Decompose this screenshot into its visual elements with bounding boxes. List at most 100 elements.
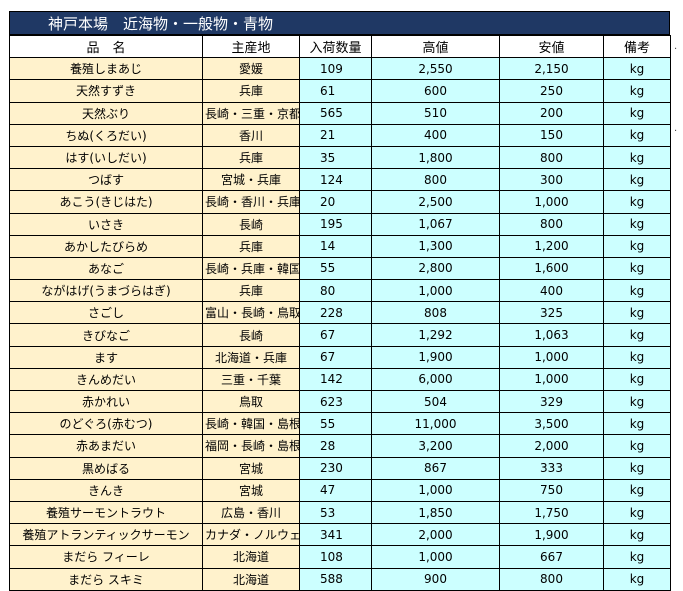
cell-origin: 宮城	[202, 478, 300, 502]
cell-high: 1,067	[371, 212, 500, 236]
cell-name: 黒めばる	[9, 456, 203, 480]
cell-qty: 108	[299, 545, 372, 569]
cell-qty: 20	[299, 190, 372, 214]
cell-note: kg	[603, 545, 671, 569]
cell-origin: 長崎・兵庫・韓国	[202, 256, 300, 281]
cell-low: 400	[499, 279, 604, 303]
cell-qty: 55	[299, 256, 372, 281]
table-row: 赤あまだい 福岡・長崎・島根 28 3,200 2,000 kg	[9, 434, 671, 458]
cell-note: kg	[603, 434, 671, 458]
cell-low: 1,200	[499, 234, 604, 258]
cell-qty: 47	[299, 478, 372, 502]
cell-high: 504	[371, 389, 500, 414]
table-row: きんめだい 三重・千葉 142 6,000 1,000 kg	[9, 367, 671, 392]
cell-name: きんき	[9, 478, 203, 502]
cell-qty: 53	[299, 500, 372, 525]
cell-origin: 長崎	[202, 323, 300, 347]
cell-name: あこう(きじはた)	[9, 190, 203, 214]
cell-name: のどぐろ(赤むつ)	[9, 412, 203, 436]
cell-low: 325	[499, 301, 604, 325]
cell-note: kg	[603, 523, 671, 547]
price-sheet: 神戸本場 近海物・一般物・青物 品 名 主産地 入荷数量 高値 安値 備考 養殖…	[9, 11, 671, 591]
cell-note: kg	[603, 123, 671, 147]
cell-name: きんめだい	[9, 367, 203, 392]
cell-high: 6,000	[371, 367, 500, 392]
cell-origin: 北海道・兵庫	[202, 345, 300, 369]
cell-name: 養殖しまあじ	[9, 57, 203, 81]
cell-low: 750	[499, 478, 604, 502]
cell-low: 1,600	[499, 256, 604, 281]
edge-mark: ·	[674, 126, 678, 137]
cell-note: kg	[603, 389, 671, 414]
table-row: あかしたびらめ 兵庫 14 1,300 1,200 kg	[9, 234, 671, 258]
header-name: 品 名	[9, 34, 203, 59]
cell-name: まだら フィーレ	[9, 545, 203, 569]
cell-origin: 宮城	[202, 456, 300, 480]
cell-low: 800	[499, 212, 604, 236]
table-row: まだら スキミ 北海道 588 900 800 kg	[9, 567, 671, 591]
price-table: 品 名 主産地 入荷数量 高値 安値 備考 養殖しまあじ 愛媛 109 2,550 2,…	[9, 34, 671, 591]
cell-name: ながはげ(うまづらはぎ)	[9, 279, 203, 303]
header-qty: 入荷数量	[299, 34, 372, 59]
cell-note: kg	[603, 301, 671, 325]
cell-qty: 67	[299, 323, 372, 347]
cell-origin: 富山・長崎・鳥取他	[202, 301, 300, 325]
cell-note: kg	[603, 567, 671, 591]
cell-origin: 北海道	[202, 545, 300, 569]
cell-high: 1,800	[371, 145, 500, 170]
cell-high: 1,900	[371, 345, 500, 369]
table-row: ちぬ(くろだい) 香川 21 400 150 kg	[9, 123, 671, 147]
cell-high: 1,300	[371, 234, 500, 258]
cell-low: 3,500	[499, 412, 604, 436]
cell-note: kg	[603, 57, 671, 81]
cell-qty: 124	[299, 168, 372, 192]
cell-origin: 兵庫	[202, 234, 300, 258]
cell-qty: 142	[299, 367, 372, 392]
cell-note: kg	[603, 168, 671, 192]
cell-low: 200	[499, 101, 604, 125]
cell-low: 800	[499, 567, 604, 591]
sheet-title: 神戸本場 近海物・一般物・青物	[9, 11, 670, 35]
cell-qty: 228	[299, 301, 372, 325]
cell-name: 赤かれい	[9, 389, 203, 414]
cell-high: 2,500	[371, 190, 500, 214]
cell-low: 2,150	[499, 57, 604, 81]
table-row: つばす 宮城・兵庫 124 800 300 kg	[9, 168, 671, 192]
cell-high: 11,000	[371, 412, 500, 436]
table-row: 養殖しまあじ 愛媛 109 2,550 2,150 kg	[9, 57, 671, 81]
cell-low: 333	[499, 456, 604, 480]
table-row: 天然すずき 兵庫 61 600 250 kg	[9, 79, 671, 103]
cell-origin: 鳥取	[202, 389, 300, 414]
cell-high: 1,000	[371, 279, 500, 303]
table-row: きんき 宮城 47 1,000 750 kg	[9, 478, 671, 502]
table-row: 養殖サーモントラウト 広島・香川 53 1,850 1,750 kg	[9, 500, 671, 525]
cell-origin: 広島・香川	[202, 500, 300, 525]
cell-low: 300	[499, 168, 604, 192]
table-row: のどぐろ(赤むつ) 長崎・韓国・島根 55 11,000 3,500 kg	[9, 412, 671, 436]
cell-name: 天然ぶり	[9, 101, 203, 125]
table-row: まだら フィーレ 北海道 108 1,000 667 kg	[9, 545, 671, 569]
cell-origin: 長崎・三重・京都	[202, 101, 300, 125]
cell-note: kg	[603, 279, 671, 303]
cell-high: 1,000	[371, 545, 500, 569]
cell-low: 250	[499, 79, 604, 103]
cell-origin: 福岡・長崎・島根	[202, 434, 300, 458]
table-row: いさき 長崎 195 1,067 800 kg	[9, 212, 671, 236]
cell-name: 赤あまだい	[9, 434, 203, 458]
cell-name: 天然すずき	[9, 79, 203, 103]
table-row: はす(いしだい) 兵庫 35 1,800 800 kg	[9, 145, 671, 170]
cell-high: 1,000	[371, 478, 500, 502]
cell-qty: 61	[299, 79, 372, 103]
cell-origin: 北海道	[202, 567, 300, 591]
cell-origin: 長崎・香川・兵庫他	[202, 190, 300, 214]
cell-note: kg	[603, 367, 671, 392]
cell-low: 667	[499, 545, 604, 569]
cell-note: kg	[603, 145, 671, 170]
cell-qty: 28	[299, 434, 372, 458]
cell-qty: 80	[299, 279, 372, 303]
cell-origin: 兵庫	[202, 279, 300, 303]
cell-note: kg	[603, 323, 671, 347]
table-row: 黒めばる 宮城 230 867 333 kg	[9, 456, 671, 480]
